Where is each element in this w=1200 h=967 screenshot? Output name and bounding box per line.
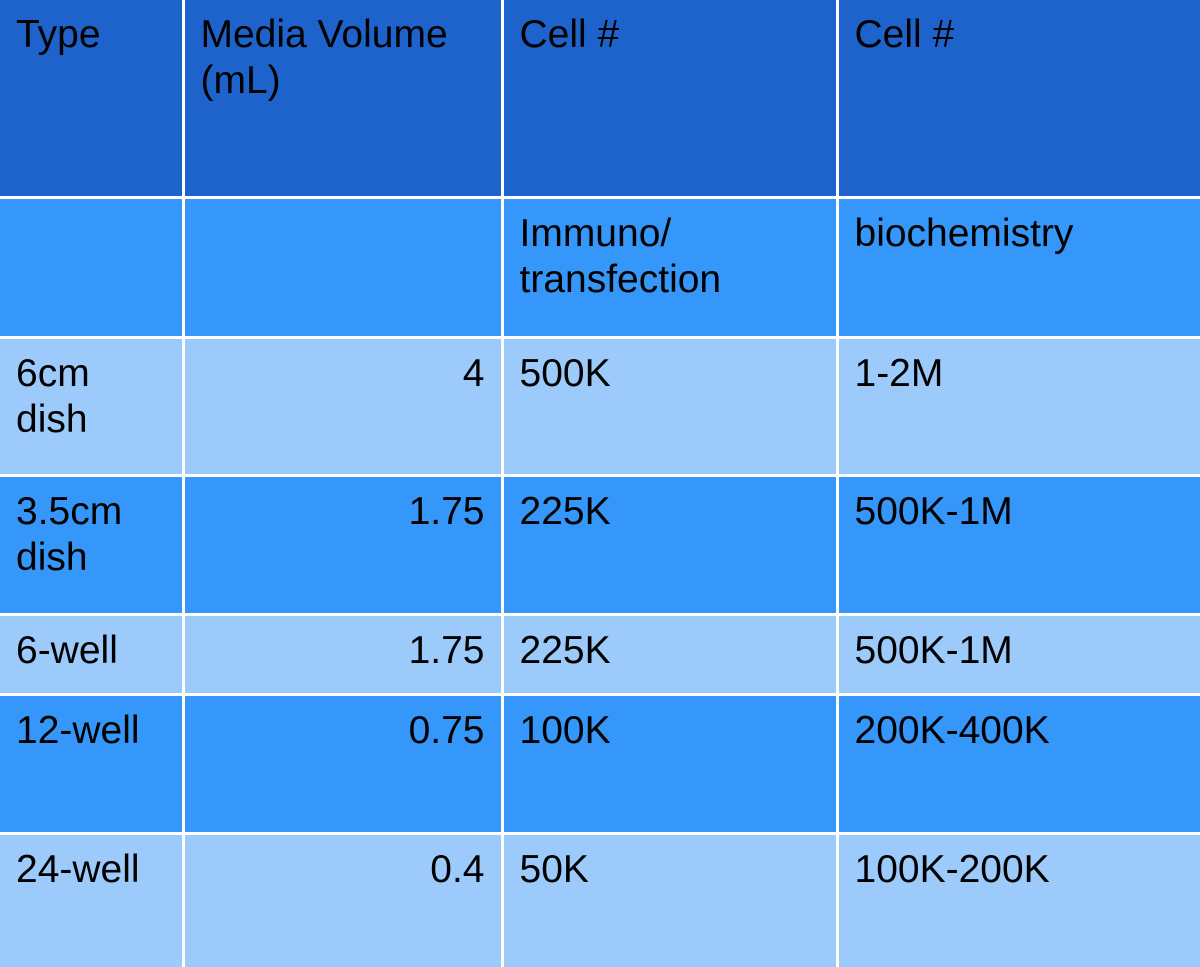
header-cell-count-biochem: Cell #: [835, 0, 1200, 199]
header-row: Type Media Volume (mL) Cell # Cell #: [0, 0, 1200, 199]
row-type: 6cm dish: [0, 335, 185, 477]
row-media-volume: 0.4: [181, 831, 504, 967]
row-media-volume: 1.75: [181, 473, 504, 616]
subheader-row: Immuno/ transfection biochemistry: [0, 195, 1200, 339]
row-media-volume: 0.75: [181, 692, 504, 835]
row-cell-count-biochem: 500K-1M: [835, 473, 1200, 616]
row-media-volume: 4: [181, 335, 504, 477]
table-row: 6cm dish 4 500K 1-2M: [0, 335, 1200, 477]
row-type: 12-well: [0, 692, 185, 835]
row-cell-count-biochem: 200K-400K: [835, 692, 1200, 835]
header-type: Type: [0, 0, 185, 199]
row-cell-count-biochem: 1-2M: [835, 335, 1200, 477]
row-type: 3.5cm dish: [0, 473, 185, 616]
subheader-biochemistry: biochemistry: [835, 195, 1200, 339]
row-media-volume: 1.75: [181, 612, 504, 696]
row-cell-count-immuno: 100K: [500, 692, 839, 835]
row-cell-count-biochem: 100K-200K: [835, 831, 1200, 967]
subheader-type: [0, 195, 185, 339]
header-media-volume: Media Volume (mL): [181, 0, 504, 199]
table-row: 6-well 1.75 225K 500K-1M: [0, 612, 1200, 696]
row-cell-count-biochem: 500K-1M: [835, 612, 1200, 696]
row-cell-count-immuno: 50K: [500, 831, 839, 967]
row-cell-count-immuno: 225K: [500, 612, 839, 696]
table-row: 12-well 0.75 100K 200K-400K: [0, 692, 1200, 835]
row-type: 6-well: [0, 612, 185, 696]
subheader-media-volume: [181, 195, 504, 339]
row-type: 24-well: [0, 831, 185, 967]
row-cell-count-immuno: 225K: [500, 473, 839, 616]
row-cell-count-immuno: 500K: [500, 335, 839, 477]
header-cell-count-immuno: Cell #: [500, 0, 839, 199]
subheader-immuno-transfection: Immuno/ transfection: [500, 195, 839, 339]
table-row: 24-well 0.4 50K 100K-200K: [0, 831, 1200, 967]
table-row: 3.5cm dish 1.75 225K 500K-1M: [0, 473, 1200, 616]
